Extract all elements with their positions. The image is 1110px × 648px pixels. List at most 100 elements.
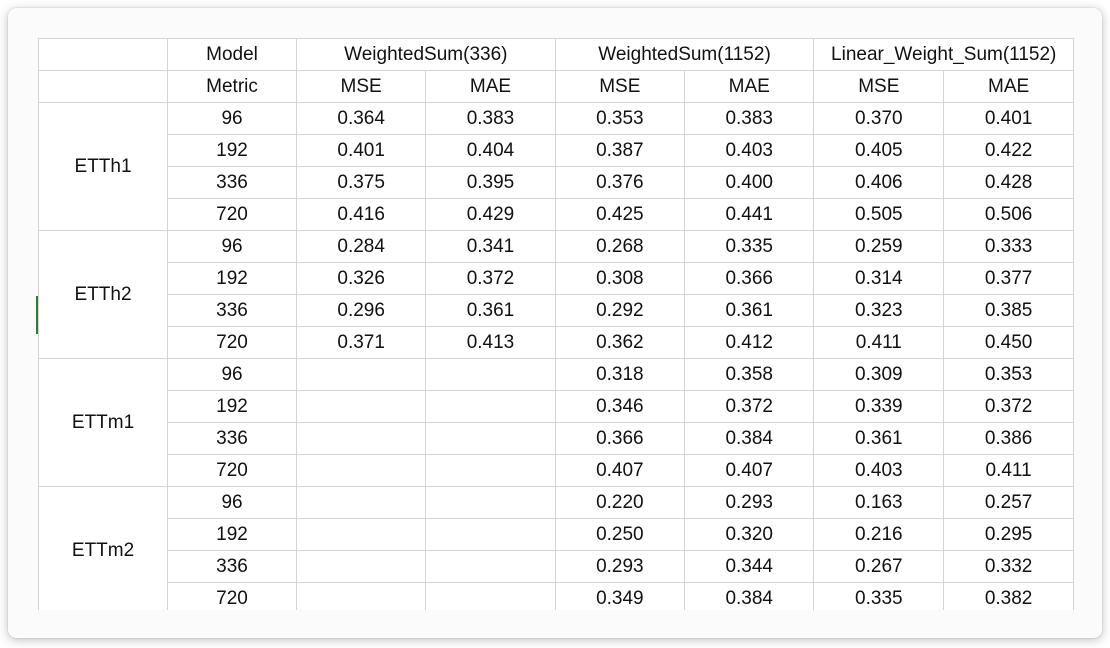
mae-value-cell[interactable]: 0.411 (943, 454, 1074, 487)
horizon-cell[interactable]: 336 (167, 294, 297, 327)
mse-value-cell[interactable]: 0.284 (295, 230, 427, 263)
mae-value-cell[interactable]: 0.383 (684, 102, 815, 135)
mse-value-cell[interactable] (295, 550, 427, 583)
mae-value-cell[interactable]: 0.407 (684, 454, 815, 487)
mse-value-cell[interactable]: 0.376 (554, 166, 686, 199)
mae-value-cell[interactable]: 0.366 (684, 262, 815, 295)
mae-value-cell[interactable]: 0.332 (943, 550, 1074, 583)
mse-value-cell[interactable]: 0.403 (813, 454, 945, 487)
mse-value-cell[interactable] (295, 390, 427, 423)
mae-value-cell[interactable]: 0.382 (943, 582, 1074, 610)
mae-value-cell[interactable]: 0.358 (684, 358, 815, 391)
mae-value-cell[interactable]: 0.403 (684, 134, 815, 167)
mse-value-cell[interactable]: 0.353 (554, 102, 686, 135)
mse-value-cell[interactable]: 0.387 (554, 134, 686, 167)
mse-value-cell[interactable]: 0.250 (554, 518, 686, 551)
mse-value-cell[interactable]: 0.411 (813, 326, 945, 359)
mse-value-cell[interactable]: 0.296 (295, 294, 427, 327)
mae-value-cell[interactable] (425, 358, 556, 391)
mse-value-cell[interactable]: 0.292 (554, 294, 686, 327)
metric-mae-cell[interactable]: MAE (684, 70, 815, 103)
mse-value-cell[interactable]: 0.163 (813, 486, 945, 519)
horizon-cell[interactable]: 96 (167, 358, 297, 391)
mae-value-cell[interactable]: 0.361 (425, 294, 556, 327)
mse-value-cell[interactable]: 0.407 (554, 454, 686, 487)
mae-value-cell[interactable]: 0.377 (943, 262, 1074, 295)
mae-value-cell[interactable]: 0.395 (425, 166, 556, 199)
mse-value-cell[interactable]: 0.366 (554, 422, 686, 455)
mae-value-cell[interactable]: 0.404 (425, 134, 556, 167)
metric-mae-cell[interactable]: MAE (943, 70, 1074, 103)
mae-value-cell[interactable]: 0.293 (684, 486, 815, 519)
mae-value-cell[interactable]: 0.386 (943, 422, 1074, 455)
mse-value-cell[interactable]: 0.370 (813, 102, 945, 135)
horizon-cell[interactable]: 96 (167, 486, 297, 519)
mae-value-cell[interactable]: 0.372 (684, 390, 815, 423)
group-header-weightedsum-1152[interactable]: WeightedSum(1152) (554, 38, 815, 71)
mse-value-cell[interactable]: 0.416 (295, 198, 427, 231)
mae-value-cell[interactable] (425, 454, 556, 487)
mae-value-cell[interactable] (425, 486, 556, 519)
mse-value-cell[interactable]: 0.339 (813, 390, 945, 423)
horizon-cell[interactable]: 192 (167, 134, 297, 167)
horizon-cell[interactable]: 192 (167, 262, 297, 295)
mse-value-cell[interactable]: 0.346 (554, 390, 686, 423)
metric-mse-cell[interactable]: MSE (295, 70, 427, 103)
mse-value-cell[interactable]: 0.323 (813, 294, 945, 327)
mse-value-cell[interactable]: 0.318 (554, 358, 686, 391)
mse-value-cell[interactable]: 0.405 (813, 134, 945, 167)
mse-value-cell[interactable] (295, 518, 427, 551)
mse-value-cell[interactable]: 0.326 (295, 262, 427, 295)
mae-value-cell[interactable]: 0.441 (684, 198, 815, 231)
mse-value-cell[interactable]: 0.309 (813, 358, 945, 391)
mae-value-cell[interactable]: 0.412 (684, 326, 815, 359)
mae-value-cell[interactable]: 0.506 (943, 198, 1074, 231)
mse-value-cell[interactable]: 0.505 (813, 198, 945, 231)
metric-mse-cell[interactable]: MSE (554, 70, 686, 103)
mae-value-cell[interactable]: 0.401 (943, 102, 1074, 135)
mse-value-cell[interactable] (295, 454, 427, 487)
mae-value-cell[interactable]: 0.335 (684, 230, 815, 263)
mae-value-cell[interactable]: 0.333 (943, 230, 1074, 263)
mse-value-cell[interactable]: 0.335 (813, 582, 945, 610)
mae-value-cell[interactable]: 0.353 (943, 358, 1074, 391)
metric-label-cell[interactable]: Metric (167, 70, 297, 103)
mse-value-cell[interactable]: 0.406 (813, 166, 945, 199)
mse-value-cell[interactable] (295, 486, 427, 519)
mae-value-cell[interactable]: 0.413 (425, 326, 556, 359)
mae-value-cell[interactable]: 0.383 (425, 102, 556, 135)
dataset-cell-etth1[interactable]: ETTh1 (38, 102, 169, 231)
horizon-cell[interactable]: 192 (167, 518, 297, 551)
mae-value-cell[interactable]: 0.341 (425, 230, 556, 263)
mae-value-cell[interactable]: 0.384 (684, 422, 815, 455)
mse-value-cell[interactable]: 0.361 (813, 422, 945, 455)
mse-value-cell[interactable]: 0.362 (554, 326, 686, 359)
mae-value-cell[interactable]: 0.361 (684, 294, 815, 327)
mse-value-cell[interactable]: 0.349 (554, 582, 686, 610)
metric-mae-cell[interactable]: MAE (425, 70, 556, 103)
mse-value-cell[interactable]: 0.371 (295, 326, 427, 359)
horizon-cell[interactable]: 720 (167, 454, 297, 487)
mse-value-cell[interactable]: 0.220 (554, 486, 686, 519)
mse-value-cell[interactable]: 0.314 (813, 262, 945, 295)
dataset-cell-ettm1[interactable]: ETTm1 (38, 358, 169, 487)
mae-value-cell[interactable] (425, 390, 556, 423)
mse-value-cell[interactable]: 0.308 (554, 262, 686, 295)
cell-empty[interactable] (38, 38, 169, 71)
mae-value-cell[interactable]: 0.344 (684, 550, 815, 583)
mae-value-cell[interactable]: 0.429 (425, 198, 556, 231)
mse-value-cell[interactable]: 0.216 (813, 518, 945, 551)
horizon-cell[interactable]: 336 (167, 422, 297, 455)
horizon-cell[interactable]: 720 (167, 198, 297, 231)
mse-value-cell[interactable] (295, 422, 427, 455)
horizon-cell[interactable]: 96 (167, 230, 297, 263)
mae-value-cell[interactable]: 0.428 (943, 166, 1074, 199)
mae-value-cell[interactable] (425, 518, 556, 551)
dataset-cell-ettm2[interactable]: ETTm2 (38, 486, 169, 610)
mae-value-cell[interactable] (425, 582, 556, 610)
mae-value-cell[interactable]: 0.385 (943, 294, 1074, 327)
mse-value-cell[interactable]: 0.268 (554, 230, 686, 263)
mse-value-cell[interactable] (295, 358, 427, 391)
mae-value-cell[interactable]: 0.400 (684, 166, 815, 199)
mse-value-cell[interactable]: 0.425 (554, 198, 686, 231)
